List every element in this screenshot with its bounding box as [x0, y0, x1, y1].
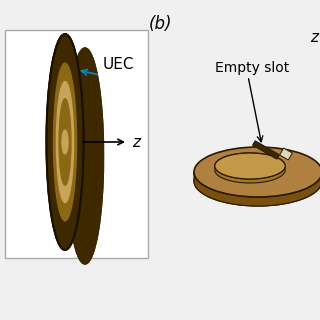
Text: z: z [310, 30, 318, 45]
Ellipse shape [62, 130, 68, 154]
Polygon shape [46, 156, 103, 264]
Polygon shape [252, 141, 279, 159]
Ellipse shape [215, 153, 285, 179]
Ellipse shape [53, 63, 76, 221]
Ellipse shape [59, 99, 71, 185]
Ellipse shape [56, 82, 74, 203]
Text: (b): (b) [148, 15, 172, 33]
Ellipse shape [194, 147, 320, 197]
Ellipse shape [215, 153, 285, 179]
Ellipse shape [194, 156, 320, 206]
Polygon shape [280, 148, 292, 160]
Ellipse shape [66, 48, 104, 264]
Ellipse shape [46, 34, 84, 250]
Polygon shape [194, 172, 320, 206]
Polygon shape [46, 34, 103, 142]
Ellipse shape [215, 157, 285, 183]
FancyBboxPatch shape [5, 30, 148, 258]
Text: Empty slot: Empty slot [215, 61, 289, 75]
Text: z: z [132, 134, 140, 149]
Text: UEC: UEC [103, 57, 134, 72]
